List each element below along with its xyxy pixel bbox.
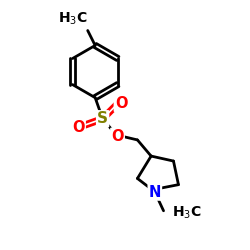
Text: H$_3$C: H$_3$C [58,10,88,27]
Text: O: O [111,129,124,144]
Text: N: N [149,184,161,200]
Text: S: S [97,111,108,126]
Text: O: O [115,96,127,111]
Text: O: O [72,120,85,135]
Text: H$_3$C: H$_3$C [172,205,202,222]
